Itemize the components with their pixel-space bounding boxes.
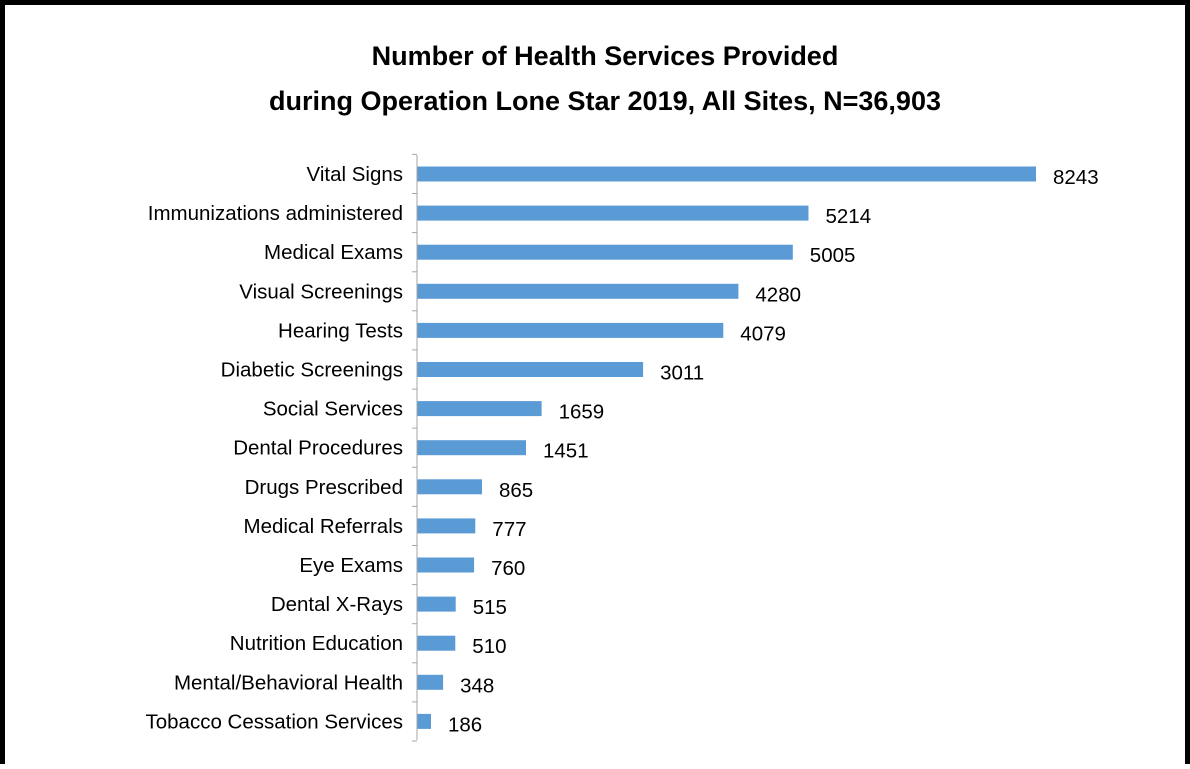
bar [417, 479, 482, 495]
category-label: Eye Exams [299, 554, 403, 577]
data-label: 760 [491, 557, 525, 580]
data-label: 4079 [740, 322, 786, 345]
category-label: Drugs Prescribed [245, 476, 403, 499]
category-label: Mental/Behavioral Health [174, 671, 403, 694]
data-label: 515 [473, 596, 507, 619]
category-label: Visual Screenings [239, 280, 403, 303]
data-label: 186 [448, 713, 482, 736]
bar [417, 674, 444, 690]
bar [417, 635, 456, 651]
data-label: 4280 [755, 283, 801, 306]
bar [417, 596, 456, 612]
data-label: 8243 [1053, 166, 1099, 189]
category-label: Diabetic Screenings [221, 359, 403, 382]
bar [417, 322, 724, 338]
category-label: Dental X-Rays [271, 593, 403, 616]
data-label: 348 [460, 674, 494, 697]
data-label: 510 [472, 635, 506, 658]
category-label: Nutrition Education [230, 632, 403, 655]
bar [417, 518, 476, 534]
category-label: Immunizations administered [148, 202, 403, 225]
data-label: 5005 [810, 244, 856, 267]
bar [417, 283, 739, 299]
chart-subtitle: during Operation Lone Star 2019, All Sit… [269, 86, 941, 116]
chart-title: Number of Health Services Provided [372, 41, 839, 71]
bar-chart: Number of Health Services Provided durin… [145, 41, 1099, 742]
bar [417, 713, 431, 729]
data-label: 865 [499, 479, 533, 502]
plot-area: Vital Signs 8243 Immunizations administere… [145, 153, 1099, 742]
bar [417, 205, 809, 221]
category-label: Social Services [263, 398, 403, 421]
category-label: Tobacco Cessation Services [145, 710, 403, 733]
bar [417, 362, 644, 377]
data-label: 5214 [826, 205, 872, 228]
category-label: Vital Signs [307, 163, 403, 186]
bar [417, 401, 542, 417]
data-label: 777 [492, 518, 526, 541]
data-label: 1451 [543, 440, 589, 463]
bar [417, 557, 475, 573]
category-label: Medical Referrals [244, 515, 404, 538]
category-label: Hearing Tests [278, 319, 403, 342]
bar [417, 166, 1036, 182]
bar [417, 244, 793, 260]
data-label: 1659 [559, 401, 605, 424]
bar [417, 440, 526, 456]
category-label: Dental Procedures [233, 437, 403, 460]
data-label: 3011 [660, 362, 704, 385]
category-label: Medical Exams [264, 241, 403, 264]
